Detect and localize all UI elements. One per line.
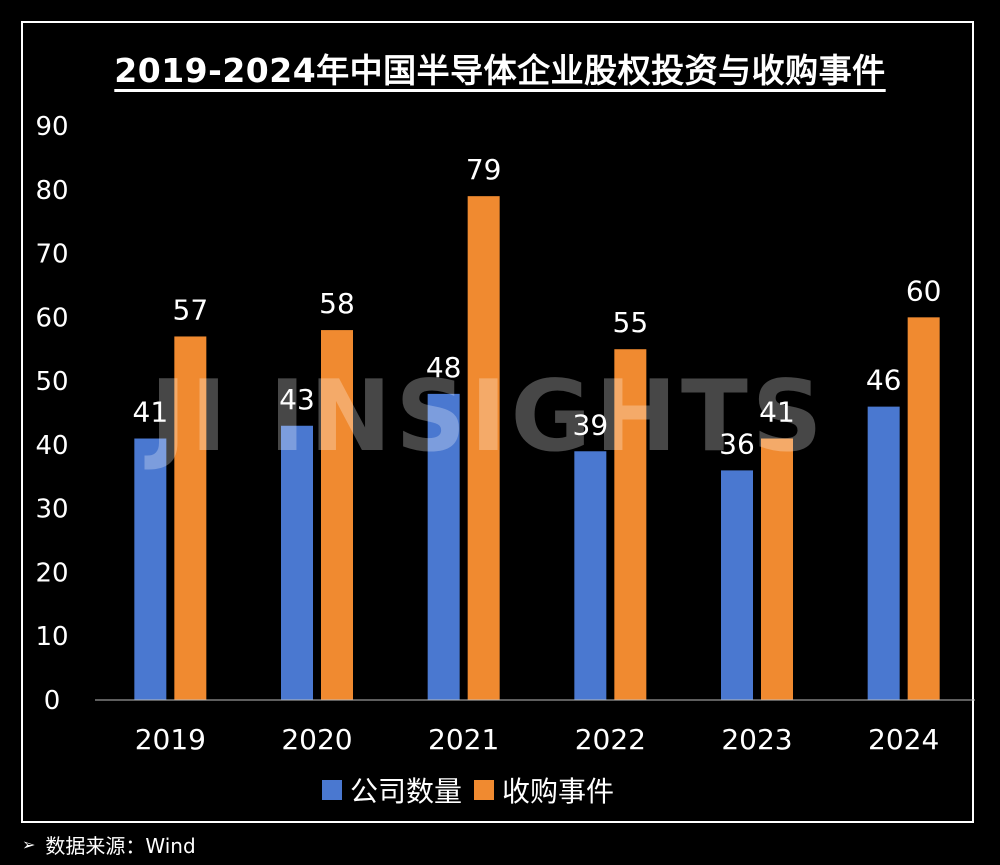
- y-axis-ticks: 0 10 20 30 40 50 60 70 80 90: [35, 112, 68, 716]
- bar-series1: [427, 393, 460, 700]
- y-tick-label: 60: [35, 303, 68, 333]
- y-tick-label: 40: [35, 431, 68, 461]
- bar-series1: [134, 438, 167, 700]
- y-tick-label: 90: [35, 112, 68, 142]
- data-label: 57: [173, 293, 209, 326]
- legend-swatch-series1: [322, 780, 342, 800]
- y-tick-label: 10: [35, 622, 68, 652]
- bar-series1: [867, 406, 900, 700]
- data-label: 39: [573, 408, 609, 441]
- x-tick-label: 2024: [868, 723, 939, 756]
- bar-series2: [761, 438, 793, 700]
- data-label: 60: [906, 274, 942, 307]
- x-tick-label: 2019: [135, 723, 206, 756]
- data-label: 41: [133, 396, 169, 429]
- y-tick-label: 0: [44, 686, 61, 716]
- data-label: 58: [319, 287, 355, 320]
- legend: 公司数量 收购事件: [322, 770, 614, 810]
- x-tick-label: 2022: [575, 723, 646, 756]
- x-axis-ticks: 2019 2020 2021 2022 2023 2024: [135, 723, 940, 756]
- bar-series2: [614, 349, 647, 700]
- legend-swatch-series2: [474, 780, 495, 800]
- data-label: 48: [426, 351, 462, 384]
- y-tick-label: 20: [35, 558, 68, 588]
- bar-series1: [574, 451, 607, 700]
- arrow-icon: ➢: [22, 835, 36, 854]
- x-tick-label: 2021: [428, 723, 499, 756]
- data-label: 41: [759, 396, 795, 429]
- source-note: ➢ 数据来源：Wind: [22, 830, 196, 859]
- y-tick-label: 30: [35, 495, 68, 525]
- x-tick-label: 2023: [721, 723, 792, 756]
- bar-series2: [174, 336, 207, 700]
- chart-frame: [21, 21, 974, 823]
- bar-series2: [321, 330, 353, 700]
- y-tick-label: 70: [35, 240, 68, 270]
- y-tick-label: 50: [35, 367, 68, 397]
- data-label: 36: [719, 427, 755, 460]
- bar-series2: [467, 196, 500, 700]
- y-tick-label: 80: [35, 176, 68, 206]
- legend-item-series1: 公司数量: [322, 770, 462, 810]
- bar-series1: [281, 425, 313, 700]
- data-label: 55: [613, 306, 649, 339]
- bar-series1: [721, 470, 753, 700]
- data-label: 43: [279, 383, 315, 416]
- x-tick-label: 2020: [281, 723, 352, 756]
- bars-group: [134, 196, 940, 700]
- legend-item-series2: 收购事件: [474, 770, 614, 810]
- data-label: 79: [466, 153, 502, 186]
- source-text: 数据来源：Wind: [45, 834, 196, 858]
- watermark-text: JI INSIGHTS: [150, 360, 827, 474]
- legend-label-series2: 收购事件: [502, 775, 615, 808]
- bar-series2: [907, 317, 940, 700]
- chart-title: 2019-2024年中国半导体企业股权投资与收购事件: [114, 51, 886, 90]
- legend-label-series1: 公司数量: [350, 775, 463, 808]
- data-label: 46: [866, 364, 902, 397]
